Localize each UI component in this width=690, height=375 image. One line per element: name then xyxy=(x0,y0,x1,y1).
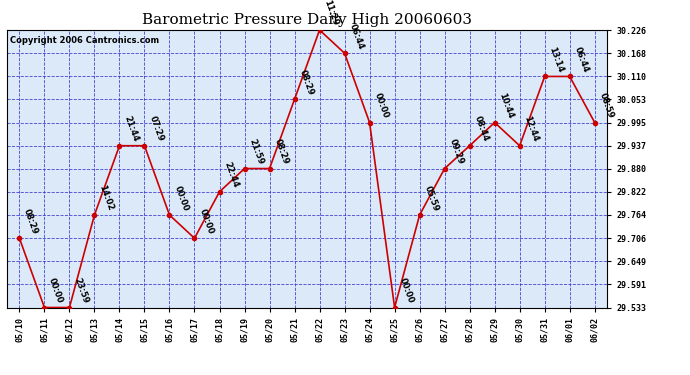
Text: 22:44: 22:44 xyxy=(222,160,240,189)
Text: 11:29: 11:29 xyxy=(322,0,340,27)
Title: Barometric Pressure Daily High 20060603: Barometric Pressure Daily High 20060603 xyxy=(142,13,472,27)
Text: 12:44: 12:44 xyxy=(522,115,540,143)
Text: 06:44: 06:44 xyxy=(573,45,590,74)
Text: 08:44: 08:44 xyxy=(473,115,490,143)
Text: 00:00: 00:00 xyxy=(397,277,415,305)
Text: 08:29: 08:29 xyxy=(273,138,290,166)
Text: 08:29: 08:29 xyxy=(297,69,315,96)
Text: 05:59: 05:59 xyxy=(422,184,440,212)
Text: 13:14: 13:14 xyxy=(547,45,565,74)
Text: 14:02: 14:02 xyxy=(97,184,115,212)
Text: 10:44: 10:44 xyxy=(497,92,515,120)
Text: 00:00: 00:00 xyxy=(172,184,190,212)
Text: 08:59: 08:59 xyxy=(598,92,615,120)
Text: Copyright 2006 Cantronics.com: Copyright 2006 Cantronics.com xyxy=(10,36,159,45)
Text: 08:29: 08:29 xyxy=(22,207,40,236)
Text: 21:44: 21:44 xyxy=(122,115,140,143)
Text: 06:44: 06:44 xyxy=(347,22,365,51)
Text: 00:00: 00:00 xyxy=(197,208,215,236)
Text: 09:29: 09:29 xyxy=(447,138,465,166)
Text: 07:29: 07:29 xyxy=(147,115,165,143)
Text: 23:59: 23:59 xyxy=(72,277,90,305)
Text: 21:59: 21:59 xyxy=(247,138,265,166)
Text: 00:00: 00:00 xyxy=(47,277,65,305)
Text: 00:00: 00:00 xyxy=(373,92,390,120)
